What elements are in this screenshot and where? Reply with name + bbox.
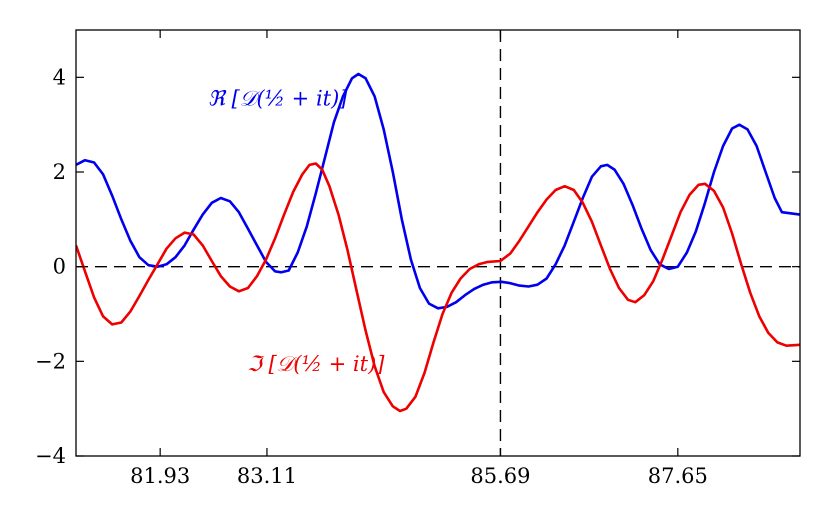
axis-tick-labels: 81.93 83.11 85.69 87.65 −4 −2 0 2 4 (35, 65, 708, 488)
x-tick-label: 85.69 (470, 464, 530, 488)
imag-part-label: ℑ [𝒟(½ + it)] (247, 352, 385, 376)
plot-frame (75, 29, 801, 457)
y-tick-label: 4 (53, 65, 66, 89)
real-part-label: ℜ [𝒟(½ + it)] (208, 87, 349, 111)
y-tick-label: 0 (53, 255, 66, 279)
x-tick-label: 87.65 (648, 464, 708, 488)
series-lines (76, 72, 800, 413)
axis-ticks (76, 30, 800, 457)
reference-lines (76, 30, 800, 456)
y-tick-label: −4 (35, 444, 66, 468)
x-tick-label: 81.93 (130, 464, 190, 488)
series-line-real (76, 72, 800, 310)
series-annotations: ℜ [𝒟(½ + it)] ℑ [𝒟(½ + it)] (208, 87, 386, 376)
x-tick-label: 83.11 (237, 464, 297, 488)
series-line-imag (76, 162, 800, 413)
y-tick-label: −2 (35, 349, 66, 373)
y-tick-label: 2 (53, 160, 66, 184)
